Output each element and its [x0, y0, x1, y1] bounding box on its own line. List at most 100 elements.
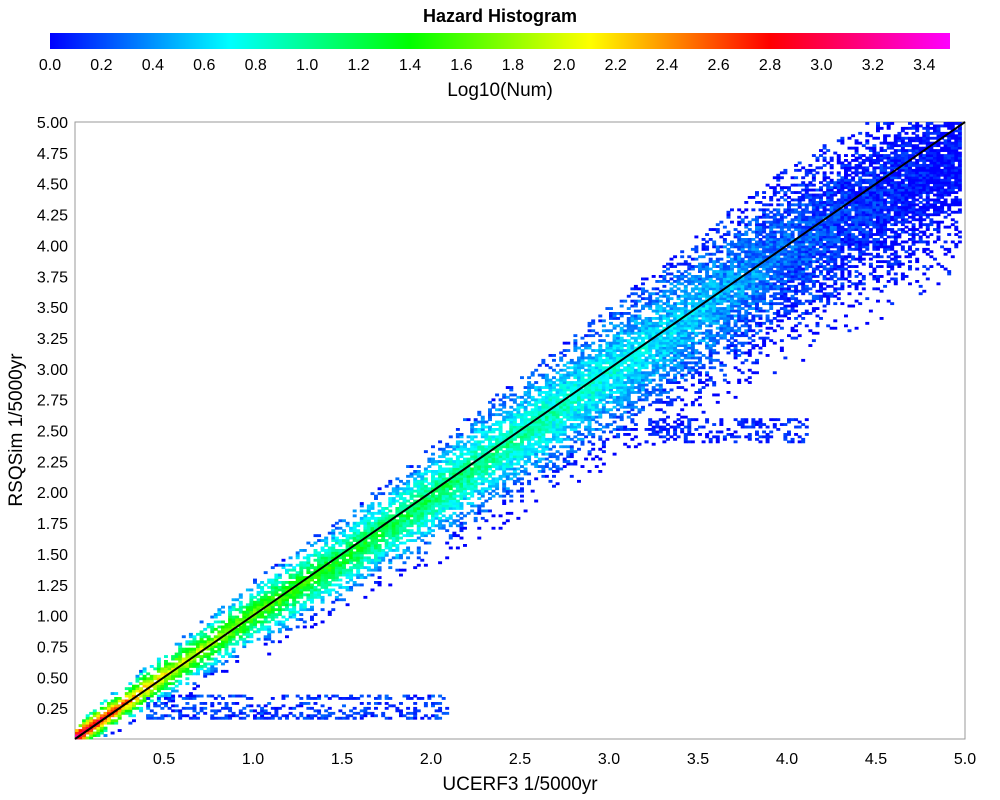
histogram-cell [570, 403, 574, 406]
histogram-cell [541, 359, 545, 362]
histogram-cell [705, 371, 709, 374]
histogram-cell [605, 408, 609, 411]
histogram-cell [246, 603, 250, 606]
histogram-cell [677, 349, 681, 352]
histogram-cell [694, 317, 698, 320]
histogram-cell [687, 354, 691, 357]
histogram-cell [456, 519, 460, 522]
histogram-cell [616, 403, 620, 406]
histogram-cell [609, 391, 613, 394]
histogram-cell [232, 643, 236, 646]
histogram-cell [406, 487, 410, 490]
histogram-cell [627, 342, 631, 345]
histogram-cell [727, 233, 731, 236]
histogram-cell [232, 623, 236, 626]
histogram-cell [563, 342, 567, 345]
histogram-cell [748, 263, 752, 266]
histogram-cell [239, 611, 243, 614]
histogram-cell [670, 287, 674, 290]
histogram-cell [766, 354, 770, 357]
histogram-cell [353, 581, 357, 584]
histogram-cell [577, 357, 581, 360]
histogram-cell [210, 616, 214, 619]
histogram-cell [420, 480, 424, 483]
histogram-cell [96, 734, 100, 737]
histogram-cell [659, 317, 663, 320]
histogram-cell [431, 529, 435, 532]
histogram-cell [235, 655, 239, 658]
histogram-cell [342, 539, 346, 542]
histogram-cell [509, 455, 513, 458]
histogram-cell [694, 369, 698, 372]
histogram-cell [748, 312, 752, 315]
histogram-cell [734, 292, 738, 295]
histogram-cell [524, 416, 528, 419]
histogram-cell [502, 455, 506, 458]
histogram-cell [712, 315, 716, 318]
histogram-cell [417, 514, 421, 517]
histogram-cell [420, 507, 424, 510]
histogram-cell [381, 492, 385, 495]
histogram-cell [200, 645, 204, 648]
histogram-cell [239, 596, 243, 599]
histogram-cell [744, 226, 748, 229]
histogram-cell [595, 386, 599, 389]
histogram-cell [630, 361, 634, 364]
histogram-cell [641, 352, 645, 355]
histogram-cell [563, 403, 567, 406]
histogram-cell [257, 638, 261, 641]
histogram-cell [492, 453, 496, 456]
histogram-cell [481, 431, 485, 434]
histogram-cell [556, 482, 560, 485]
histogram-cell [424, 507, 428, 510]
histogram-cell [630, 324, 634, 327]
histogram-cell [719, 310, 723, 313]
histogram-cell [595, 357, 599, 360]
histogram-cell [385, 485, 389, 488]
histogram-cell [381, 556, 385, 559]
histogram-cell [698, 339, 702, 342]
histogram-cell [591, 458, 595, 461]
histogram-cell [645, 337, 649, 340]
histogram-cell [723, 241, 727, 244]
histogram-cell [545, 394, 549, 397]
histogram-cell [723, 300, 727, 303]
histogram-cell [424, 480, 428, 483]
histogram-cell [630, 376, 634, 379]
histogram-cell [566, 445, 570, 448]
histogram-cell [225, 623, 229, 626]
histogram-cell [371, 559, 375, 562]
histogram-cell [702, 411, 706, 414]
histogram-cell [306, 556, 310, 559]
histogram-cell [524, 391, 528, 394]
histogram-cell [645, 394, 649, 397]
histogram-cell [289, 593, 293, 596]
histogram-cell [449, 473, 453, 476]
histogram-cell [734, 329, 738, 332]
histogram-cell [748, 369, 752, 372]
histogram-cell [680, 374, 684, 377]
histogram-cell [591, 342, 595, 345]
histogram-cell [246, 608, 250, 611]
histogram-cell [463, 487, 467, 490]
histogram-cell [605, 376, 609, 379]
histogram-cell [748, 228, 752, 231]
histogram-cell [463, 477, 467, 480]
histogram-cell [677, 357, 681, 360]
histogram-cell [549, 394, 553, 397]
histogram-cell [563, 426, 567, 429]
histogram-cell [670, 263, 674, 266]
histogram-cell [605, 423, 609, 426]
histogram-cell [178, 680, 182, 683]
histogram-cell [627, 379, 631, 382]
histogram-cell [549, 379, 553, 382]
histogram-cell [744, 292, 748, 295]
histogram-cell [734, 366, 738, 369]
histogram-cell [271, 618, 275, 621]
histogram-cell [93, 734, 97, 737]
histogram-cell [492, 477, 496, 480]
histogram-cell [666, 322, 670, 325]
histogram-cell [132, 687, 136, 690]
histogram-cell [613, 315, 617, 318]
colorbar-label: Log10(Num) [447, 80, 553, 101]
